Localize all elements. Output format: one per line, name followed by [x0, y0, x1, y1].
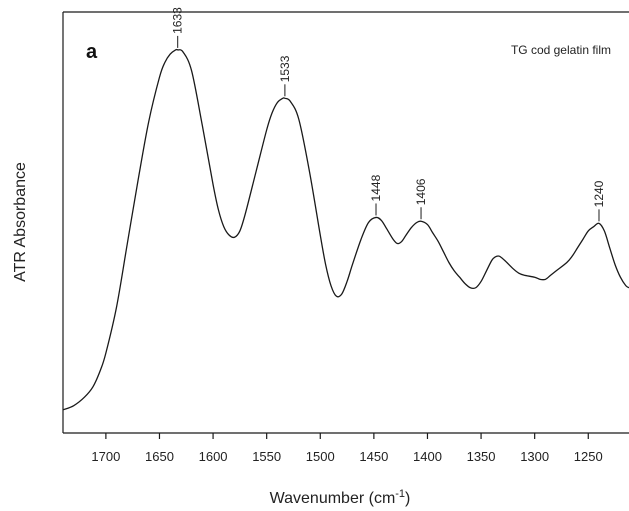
peak-label-1240: 1240 [592, 180, 606, 207]
x-tick-label: 1600 [199, 449, 228, 464]
axes: 1700 1650 1600 1550 1500 1450 1400 1350 1300 1250 [62, 11, 629, 464]
chart-annotation: TG cod gelatin film [511, 43, 611, 57]
x-tick-label: 1550 [252, 449, 281, 464]
x-tick-label: 1700 [91, 449, 120, 464]
x-axis-title: Wavenumber (cm-1) [270, 488, 411, 507]
peak-label-1533: 1533 [278, 55, 292, 82]
y-axis-title: ATR Absorbance [12, 162, 29, 282]
x-axis-title-close: ) [405, 490, 410, 507]
peak-label-1406: 1406 [414, 178, 428, 205]
peak-label-1633: 1633 [171, 7, 185, 34]
x-tick-label: 1300 [520, 449, 549, 464]
x-axis-title-superscript: -1 [395, 488, 405, 500]
x-tick-label: 1400 [413, 449, 442, 464]
x-tick-label: 1250 [574, 449, 603, 464]
x-tick-label: 1500 [306, 449, 335, 464]
chart-labels: a TG cod gelatin film ATR Absorbance Wav… [12, 41, 611, 507]
spectrum-line-0 [62, 48, 629, 411]
x-tick-label: 1450 [359, 449, 388, 464]
x-tick-label: 1650 [145, 449, 174, 464]
plot-marks: 1633 1533 1448 1406 1240 [62, 7, 629, 411]
panel-letter: a [86, 41, 98, 63]
x-tick-label: 1350 [467, 449, 496, 464]
peak-label-1448: 1448 [369, 174, 383, 201]
x-axis-title-main: Wavenumber (cm [270, 490, 396, 507]
